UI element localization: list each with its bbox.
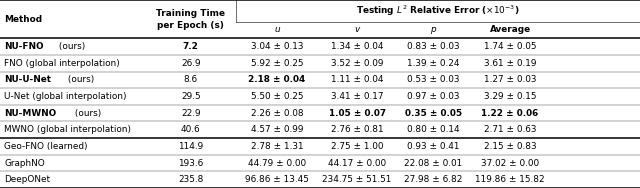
Text: 2.15 ± 0.83: 2.15 ± 0.83	[484, 142, 536, 151]
Text: 26.9: 26.9	[181, 59, 200, 68]
Text: NU-MWNO: NU-MWNO	[4, 109, 57, 118]
Text: U-Net (global interpolation): U-Net (global interpolation)	[4, 92, 127, 101]
Text: 0.83 ± 0.03: 0.83 ± 0.03	[407, 42, 460, 51]
Text: 5.92 ± 0.25: 5.92 ± 0.25	[251, 59, 303, 68]
Text: 37.02 ± 0.00: 37.02 ± 0.00	[481, 158, 539, 168]
Text: 44.79 ± 0.00: 44.79 ± 0.00	[248, 158, 306, 168]
Text: 5.50 ± 0.25: 5.50 ± 0.25	[251, 92, 303, 101]
Text: 96.86 ± 13.45: 96.86 ± 13.45	[245, 175, 309, 184]
Text: u: u	[275, 25, 280, 34]
Text: 29.5: 29.5	[181, 92, 200, 101]
Text: 2.18 ± 0.04: 2.18 ± 0.04	[248, 75, 306, 84]
Text: 1.34 ± 0.04: 1.34 ± 0.04	[331, 42, 383, 51]
Text: 234.75 ± 51.51: 234.75 ± 51.51	[323, 175, 392, 184]
Text: MWNO (global interpolation): MWNO (global interpolation)	[4, 125, 131, 134]
Text: 3.41 ± 0.17: 3.41 ± 0.17	[331, 92, 383, 101]
Text: GraphNO: GraphNO	[4, 158, 45, 168]
Text: p: p	[431, 25, 436, 34]
Text: 1.22 ± 0.06: 1.22 ± 0.06	[481, 109, 539, 118]
Text: 2.71 ± 0.63: 2.71 ± 0.63	[484, 125, 536, 134]
Text: 0.97 ± 0.03: 0.97 ± 0.03	[407, 92, 460, 101]
Text: (ours): (ours)	[72, 109, 101, 118]
Text: 0.80 ± 0.14: 0.80 ± 0.14	[407, 125, 460, 134]
Text: FNO (global interpolation): FNO (global interpolation)	[4, 59, 120, 68]
Text: 3.29 ± 0.15: 3.29 ± 0.15	[484, 92, 536, 101]
Text: 1.39 ± 0.24: 1.39 ± 0.24	[407, 59, 460, 68]
Text: 1.74 ± 0.05: 1.74 ± 0.05	[484, 42, 536, 51]
Text: 1.05 ± 0.07: 1.05 ± 0.07	[328, 109, 386, 118]
Text: 2.26 ± 0.08: 2.26 ± 0.08	[251, 109, 303, 118]
Text: 22.08 ± 0.01: 22.08 ± 0.01	[404, 158, 463, 168]
Text: 7.2: 7.2	[183, 42, 198, 51]
Text: 8.6: 8.6	[184, 75, 198, 84]
Text: 4.57 ± 0.99: 4.57 ± 0.99	[251, 125, 303, 134]
Text: 1.27 ± 0.03: 1.27 ± 0.03	[484, 75, 536, 84]
Text: DeepONet: DeepONet	[4, 175, 51, 184]
Text: 3.52 ± 0.09: 3.52 ± 0.09	[331, 59, 383, 68]
Text: 27.98 ± 6.82: 27.98 ± 6.82	[404, 175, 463, 184]
Text: NU-U-Net: NU-U-Net	[4, 75, 51, 84]
Text: Method: Method	[4, 15, 43, 24]
Text: 2.75 ± 1.00: 2.75 ± 1.00	[331, 142, 383, 151]
Text: 40.6: 40.6	[181, 125, 200, 134]
Text: 2.76 ± 0.81: 2.76 ± 0.81	[331, 125, 383, 134]
Text: 0.93 ± 0.41: 0.93 ± 0.41	[407, 142, 460, 151]
Text: Geo-FNO (learned): Geo-FNO (learned)	[4, 142, 88, 151]
Text: Testing $L^2$ Relative Error ($\times10^{-3}$): Testing $L^2$ Relative Error ($\times10^…	[356, 4, 520, 18]
Text: 22.9: 22.9	[181, 109, 200, 118]
Text: v: v	[355, 25, 360, 34]
Text: 1.11 ± 0.04: 1.11 ± 0.04	[331, 75, 383, 84]
Text: 3.61 ± 0.19: 3.61 ± 0.19	[484, 59, 536, 68]
Text: 0.35 ± 0.05: 0.35 ± 0.05	[404, 109, 462, 118]
Text: Training Time
per Epoch (s): Training Time per Epoch (s)	[156, 9, 225, 30]
Text: 235.8: 235.8	[178, 175, 204, 184]
Text: (ours): (ours)	[65, 75, 94, 84]
Text: (ours): (ours)	[56, 42, 85, 51]
Text: 119.86 ± 15.82: 119.86 ± 15.82	[476, 175, 545, 184]
Text: 114.9: 114.9	[178, 142, 204, 151]
Text: 193.6: 193.6	[178, 158, 204, 168]
Text: 0.53 ± 0.03: 0.53 ± 0.03	[407, 75, 460, 84]
Text: Average: Average	[490, 25, 531, 34]
Text: NU-FNO: NU-FNO	[4, 42, 44, 51]
Text: 44.17 ± 0.00: 44.17 ± 0.00	[328, 158, 386, 168]
Text: 2.78 ± 1.31: 2.78 ± 1.31	[251, 142, 303, 151]
Text: 3.04 ± 0.13: 3.04 ± 0.13	[251, 42, 303, 51]
